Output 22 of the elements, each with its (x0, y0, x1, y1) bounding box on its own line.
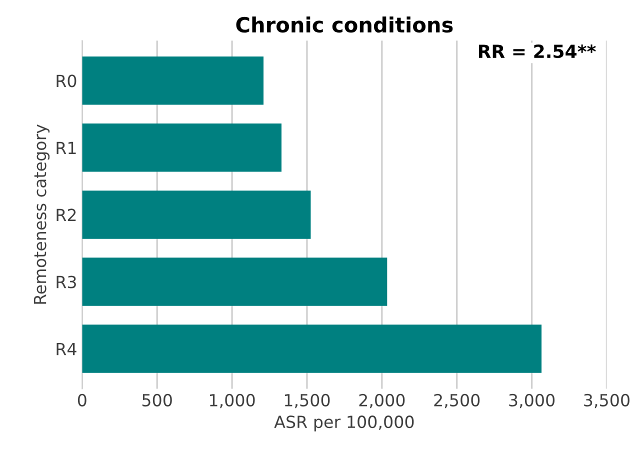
x-tick-label: 1,000 (210, 394, 255, 408)
x-tick-label: 1,500 (284, 394, 330, 408)
bar (82, 56, 264, 105)
y-tick-label: R2 (56, 208, 76, 222)
annotation: RR = 2.54** (478, 44, 596, 58)
x-tick-label: 3,500 (584, 394, 630, 408)
y-tick-label: R3 (56, 276, 76, 288)
chart-title: Chronic conditions (236, 16, 453, 33)
x-tick-label: 0 (78, 394, 86, 406)
y-axis-title: Remoteness category (34, 124, 50, 304)
y-tick-label: R4 (56, 342, 76, 356)
bar (82, 124, 282, 172)
y-tick-label: R1 (56, 142, 76, 154)
y-tick-label: R0 (56, 74, 76, 88)
x-tick-label: 2,000 (359, 394, 405, 408)
x-tick-label: 2,500 (434, 394, 480, 408)
x-tick-label: 500 (142, 394, 172, 406)
x-tick-label: 3,000 (509, 394, 555, 408)
bar (82, 324, 542, 373)
bar (82, 258, 388, 306)
bar (82, 190, 311, 239)
x-axis-title: ASR per 100,000 (274, 416, 414, 432)
